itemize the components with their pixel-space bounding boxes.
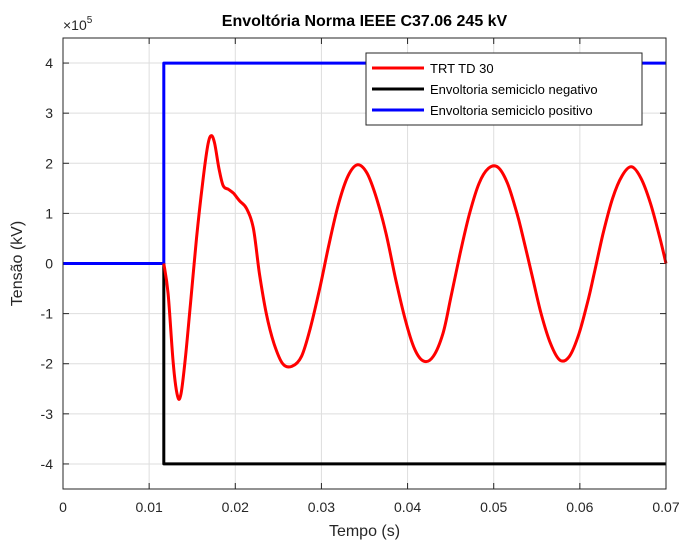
y-tick-label: -1 [41, 306, 54, 322]
legend: TRT TD 30 Envoltoria semiciclo negativo En… [365, 52, 643, 126]
series-line-trt [162, 134, 668, 401]
x-tick-label: 0.01 [136, 499, 163, 515]
x-axis-label: Tempo (s) [329, 523, 400, 540]
y-exponent-base: ×10 [63, 17, 87, 33]
legend-label: Envoltoria semiciclo negativo [430, 82, 598, 97]
axis-ticks: 0 0.01 0.02 0.03 0.04 0.05 0.06 0.07 -4 -3 -2 -1 0 1 2… [41, 38, 680, 515]
y-exponent-power: 5 [87, 15, 93, 26]
y-tick-label: 1 [45, 205, 53, 221]
x-tick-label: 0.02 [222, 499, 249, 515]
x-tick-label: 0.03 [308, 499, 335, 515]
legend-label: Envoltoria semiciclo positivo [430, 103, 593, 118]
y-tick-label: -3 [41, 406, 54, 422]
x-tick-label: 0.04 [394, 499, 421, 515]
y-tick-label: -2 [41, 356, 54, 372]
chart-title: Envoltória Norma IEEE C37.06 245 kV [222, 13, 508, 30]
x-tick-label: 0 [59, 499, 67, 515]
plot-frame [62, 37, 667, 490]
y-axis-exponent: ×105 [63, 15, 93, 33]
x-tick-label: 0.07 [652, 499, 679, 515]
legend-label: TRT TD 30 [430, 61, 494, 76]
x-tick-label: 0.06 [566, 499, 593, 515]
y-axis-label: Tensão (kV) [9, 221, 26, 306]
y-tick-label: 2 [45, 155, 53, 171]
x-tick-label: 0.05 [480, 499, 507, 515]
y-tick-label: -4 [41, 456, 54, 472]
y-tick-label: 4 [45, 55, 53, 71]
y-tick-label: 3 [45, 105, 53, 121]
y-tick-label: 0 [45, 256, 53, 272]
